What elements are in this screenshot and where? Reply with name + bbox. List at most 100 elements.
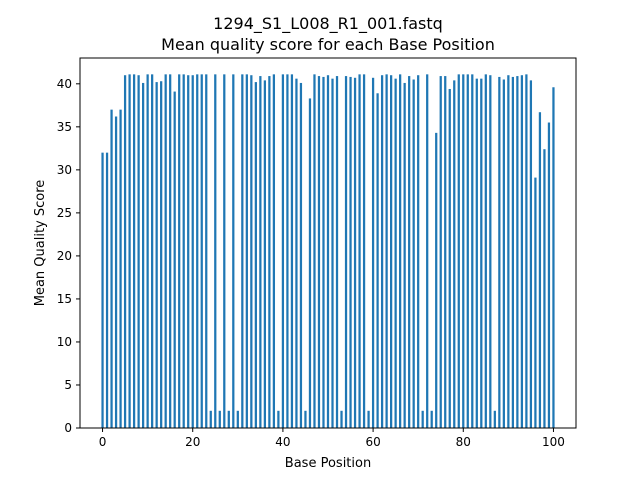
- chart-subtitle: Mean quality score for each Base Positio…: [161, 35, 495, 54]
- bar-position-8: [137, 75, 140, 429]
- bar-position-82: [471, 74, 474, 428]
- bar-position-5: [123, 75, 127, 429]
- bar-position-98: [543, 149, 546, 428]
- bar-position-61: [376, 93, 379, 428]
- bar-position-53: [340, 410, 343, 428]
- bar-position-52: [335, 76, 339, 428]
- bar-position-75: [439, 76, 442, 428]
- bar-position-26: [218, 410, 221, 428]
- bar-position-97: [538, 112, 542, 429]
- bar-position-81: [466, 74, 469, 428]
- x-tick-label: 60: [365, 435, 380, 449]
- bar-position-41: [286, 74, 289, 428]
- bar-position-94: [525, 74, 528, 428]
- bars-group: [101, 74, 555, 429]
- bar-position-71: [421, 410, 424, 428]
- chart-title: 1294_S1_L008_R1_001.fastq: [213, 14, 443, 34]
- y-tick-label: 5: [64, 378, 72, 392]
- bar-position-70: [417, 75, 420, 429]
- y-tick-label: 0: [64, 421, 72, 435]
- bar-position-80: [462, 74, 465, 428]
- bar-position-23: [205, 74, 208, 428]
- x-tick-label: 40: [275, 435, 290, 449]
- bar-position-58: [362, 74, 366, 428]
- bar-position-49: [322, 76, 325, 429]
- bar-position-64: [390, 75, 393, 429]
- bar-position-6: [128, 74, 131, 428]
- x-tick-label: 0: [99, 435, 107, 449]
- bar-position-35: [259, 76, 262, 428]
- y-tick-label: 40: [57, 77, 72, 91]
- bar-position-77: [448, 88, 451, 428]
- bar-position-44: [299, 82, 303, 428]
- bar-position-10: [146, 74, 149, 428]
- bar-position-85: [484, 74, 487, 428]
- y-tick-label: 30: [57, 163, 72, 177]
- x-tick-label: 80: [456, 435, 471, 449]
- bar-position-89: [502, 79, 505, 428]
- bar-position-46: [308, 98, 312, 428]
- bar-position-43: [295, 78, 298, 429]
- bar-position-59: [367, 410, 370, 428]
- x-axis-ticks: 0 20 40 60 80 100: [99, 428, 565, 449]
- bar-position-95: [529, 80, 533, 429]
- y-tick-label: 15: [57, 292, 72, 306]
- bar-position-73: [430, 410, 433, 428]
- bar-position-9: [142, 82, 145, 428]
- y-tick-label: 20: [57, 249, 72, 263]
- bar-position-72: [426, 74, 429, 428]
- bar-position-28: [227, 410, 230, 428]
- y-axis-ticks: 0 5 10 15 20 25 30 35 40: [57, 77, 80, 435]
- bar-position-36: [263, 80, 266, 429]
- x-tick-label: 100: [542, 435, 565, 449]
- bar-position-3: [114, 116, 118, 428]
- bar-position-47: [313, 74, 316, 428]
- bar-position-21: [196, 74, 199, 428]
- bar-position-100: [552, 87, 555, 428]
- bar-position-84: [480, 78, 483, 429]
- bar-position-18: [182, 74, 185, 428]
- bar-position-67: [403, 82, 406, 428]
- bar-position-63: [385, 74, 388, 428]
- bar-position-56: [353, 77, 357, 428]
- plot-frame: [79, 57, 577, 429]
- bar-position-7: [132, 74, 136, 428]
- bar-position-29: [232, 74, 235, 428]
- bar-position-68: [408, 76, 411, 428]
- bar-position-27: [223, 74, 226, 428]
- bar-position-11: [151, 74, 154, 428]
- bar-position-37: [268, 76, 271, 428]
- bar-position-79: [457, 74, 460, 428]
- bar-position-25: [214, 74, 217, 428]
- bar-position-69: [412, 79, 415, 428]
- bar-position-83: [475, 78, 478, 429]
- bar-position-38: [272, 74, 276, 428]
- bar-position-55: [349, 76, 352, 429]
- bar-position-12: [155, 82, 158, 428]
- bar-position-4: [119, 109, 122, 428]
- bar-position-14: [164, 74, 167, 428]
- bar-position-86: [489, 75, 492, 429]
- bar-position-66: [399, 74, 402, 428]
- y-tick-label: 10: [57, 335, 72, 349]
- bar-position-33: [250, 75, 253, 429]
- bar-position-74: [435, 132, 438, 429]
- bar-position-51: [331, 78, 334, 429]
- bar-position-78: [453, 80, 456, 429]
- bar-position-1: [105, 152, 109, 428]
- bar-position-60: [371, 77, 375, 428]
- bar-position-57: [358, 74, 361, 428]
- bar-position-45: [304, 410, 307, 428]
- bar-position-99: [547, 122, 551, 428]
- bar-position-92: [516, 76, 519, 428]
- bar-position-2: [110, 109, 113, 428]
- bar-position-62: [380, 75, 384, 429]
- bar-position-90: [507, 75, 510, 429]
- bar-position-17: [178, 74, 181, 428]
- bar-position-88: [498, 76, 501, 429]
- bar-position-42: [290, 74, 294, 428]
- bar-position-20: [191, 75, 194, 429]
- bar-position-16: [173, 91, 176, 428]
- bar-position-93: [520, 75, 524, 429]
